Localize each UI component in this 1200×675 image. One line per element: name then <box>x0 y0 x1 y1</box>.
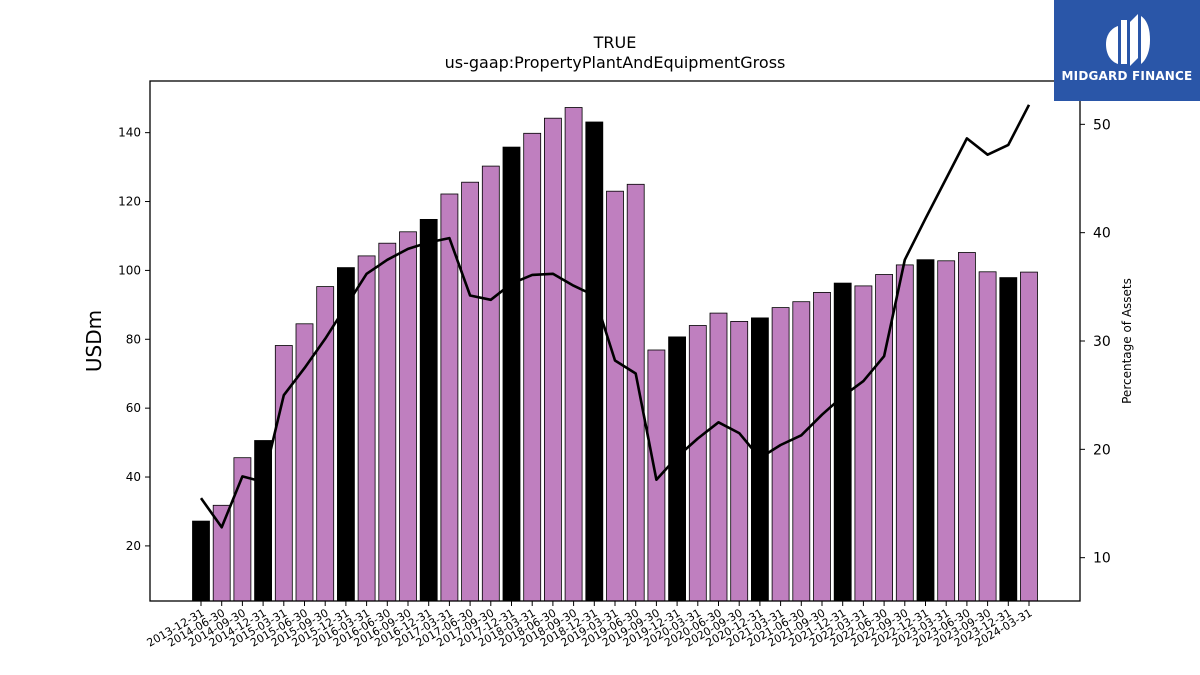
y-tick-label: 120 <box>118 195 141 209</box>
bar-2018-09-30 <box>564 107 583 602</box>
y2-tick-label: 20 <box>1093 442 1111 458</box>
y-tick-label: 60 <box>126 401 141 415</box>
y2-axis-label: Percentage of Assets <box>1120 278 1134 404</box>
bar-2020-03-31 <box>688 325 707 602</box>
bar-2015-03-31 <box>274 345 293 602</box>
bar-2016-12-31 <box>419 218 438 602</box>
bar-2019-06-30 <box>626 183 645 602</box>
bar-2016-06-30 <box>378 242 397 602</box>
bar-2023-09-30 <box>978 271 997 602</box>
y2-tick-label: 40 <box>1093 226 1111 242</box>
bar-2022-03-31 <box>854 285 873 602</box>
bar-2017-12-31 <box>502 146 521 602</box>
bar-2020-06-30 <box>709 312 728 602</box>
y-axis-label: USDm <box>82 310 106 372</box>
y-tick-label: 80 <box>126 332 141 346</box>
x-axis: 2013-12-312014-06-302014-09-302014-12-31… <box>145 601 1035 650</box>
y2-tick-label: 50 <box>1093 117 1111 133</box>
bar-2016-03-31 <box>357 255 376 602</box>
bar-2023-03-31 <box>937 260 956 602</box>
percentage-line <box>199 104 1031 529</box>
bar-2019-03-31 <box>606 190 624 602</box>
y-axis-right: 10 20 30 40 50 <box>1080 117 1111 567</box>
logo-text: MIDGARD FINANCE <box>1061 69 1193 83</box>
bar-2021-12-31 <box>833 282 852 602</box>
bar-2018-12-31 <box>585 121 604 602</box>
bar-2017-06-30 <box>461 181 480 602</box>
bar-2021-09-30 <box>813 291 831 602</box>
bar-2016-09-30 <box>399 231 417 602</box>
bar-2024-03-31 <box>1020 271 1038 602</box>
y-tick-label: 40 <box>126 470 141 484</box>
bar-2023-12-31 <box>999 277 1018 602</box>
bar-2015-09-30 <box>316 286 335 602</box>
bar-2017-09-30 <box>481 165 500 602</box>
bar-2019-12-31 <box>668 336 686 602</box>
bar-2022-09-30 <box>895 264 914 602</box>
y-tick-label: 20 <box>126 539 141 553</box>
chart-title: TRUE <box>593 33 637 52</box>
y-axis-left: 20 40 60 80 100 120 140 <box>118 126 150 553</box>
bar-series <box>192 107 1038 602</box>
midgard-logo-icon <box>1106 14 1150 66</box>
bar-2020-09-30 <box>730 320 749 602</box>
bar-2018-03-31 <box>523 132 542 602</box>
y-tick-label: 140 <box>118 126 141 140</box>
bar-2021-06-30 <box>792 301 811 602</box>
bar-2020-12-31 <box>751 317 769 602</box>
bar-2018-06-30 <box>544 117 562 602</box>
y2-tick-label: 30 <box>1093 334 1111 350</box>
chart-subtitle: us-gaap:PropertyPlantAndEquipmentGross <box>445 53 786 72</box>
bar-2015-06-30 <box>295 323 314 602</box>
midgard-finance-logo: MIDGARD FINANCE <box>1054 0 1200 101</box>
bar-2014-12-31 <box>254 440 273 602</box>
bar-2013-12-31 <box>192 520 210 602</box>
bar-2023-06-30 <box>958 252 976 602</box>
y-tick-label: 100 <box>118 263 141 277</box>
bar-2021-03-31 <box>771 307 790 602</box>
y2-tick-label: 10 <box>1093 551 1111 567</box>
bar-2022-12-31 <box>916 259 935 602</box>
